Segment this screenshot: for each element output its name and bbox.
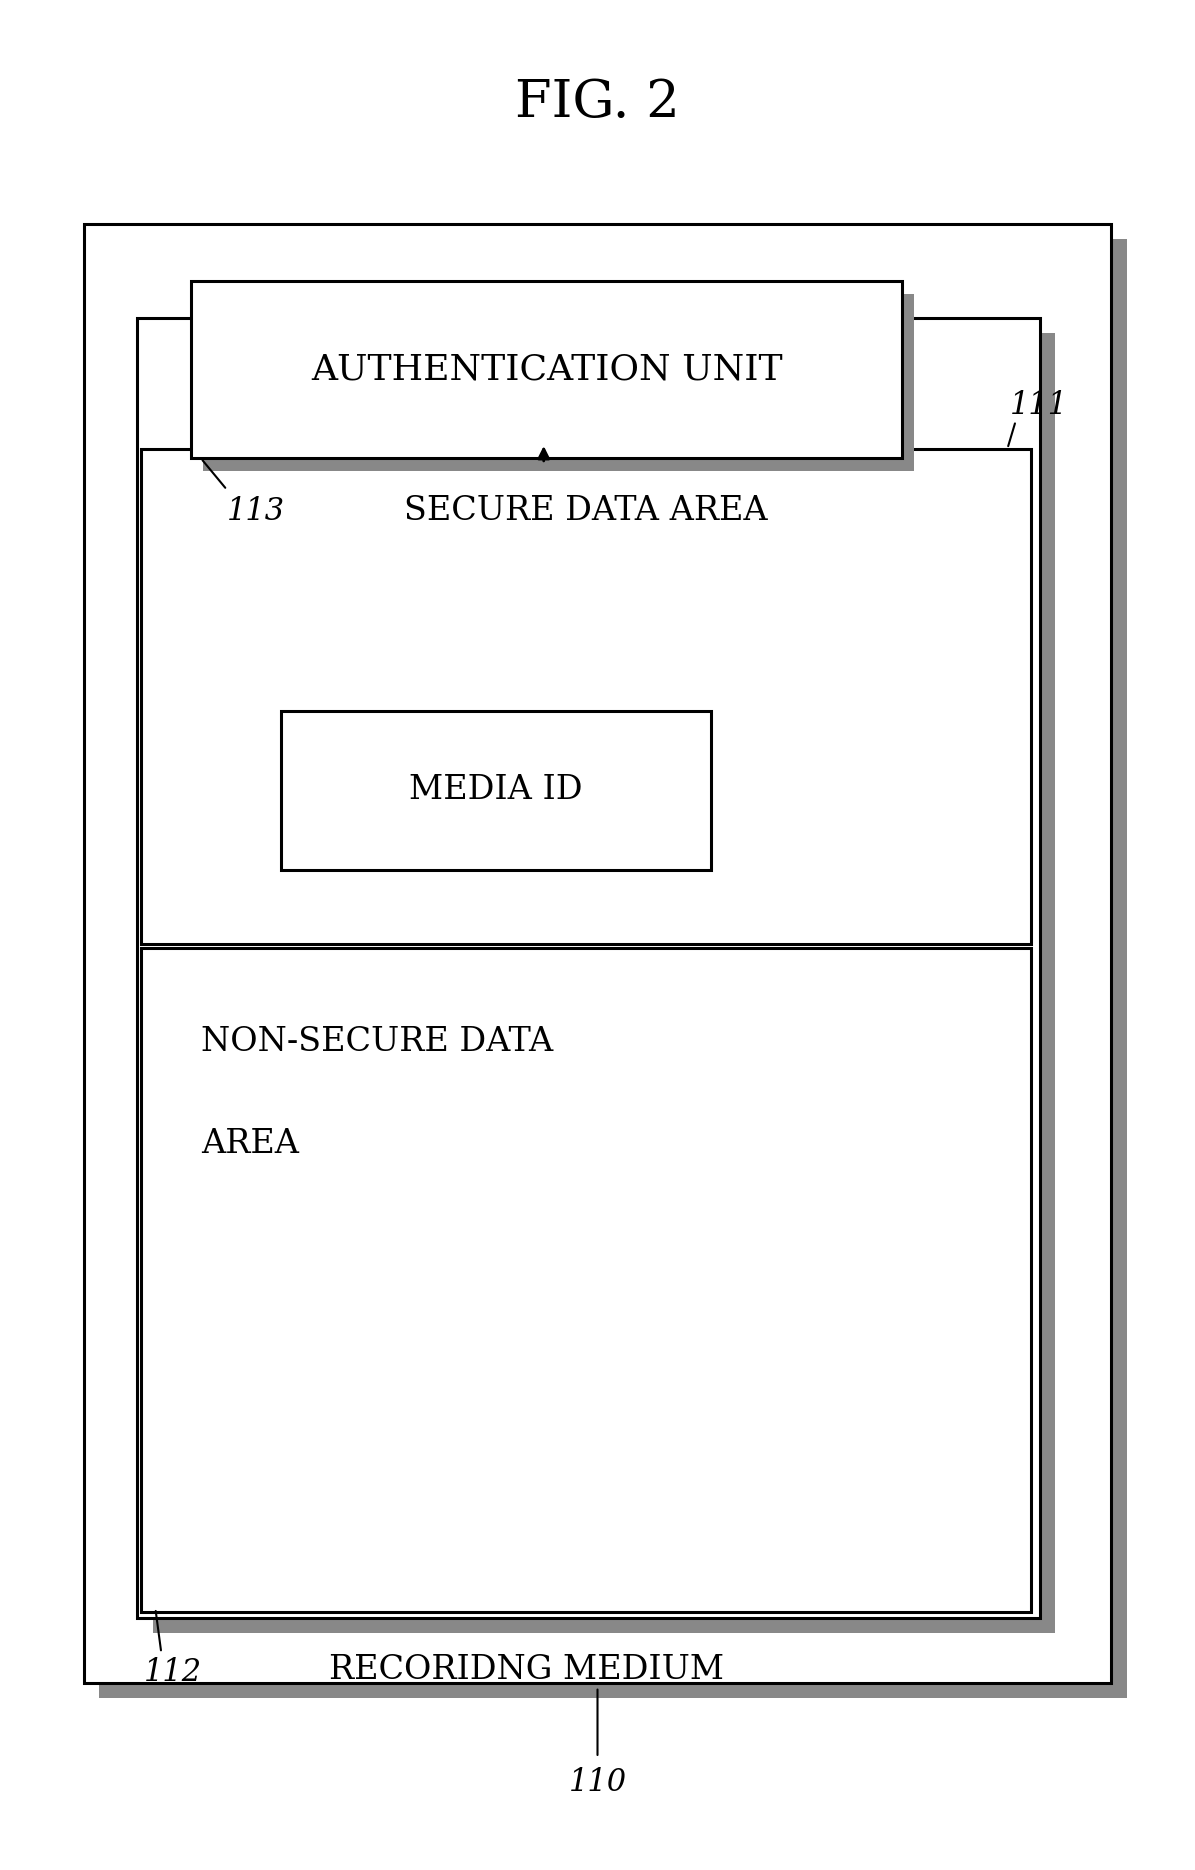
Bar (137, 318, 1040, 1618)
Text: 110: 110 (569, 1767, 626, 1799)
Text: 113: 113 (227, 496, 286, 527)
Bar (141, 449, 1031, 944)
Text: NON-SECURE DATA: NON-SECURE DATA (201, 1025, 553, 1058)
Text: AUTHENTICATION UNIT: AUTHENTICATION UNIT (311, 352, 783, 387)
Text: MEDIA ID: MEDIA ID (409, 774, 583, 806)
Text: RECORIDNG MEDIUM: RECORIDNG MEDIUM (329, 1653, 724, 1687)
Bar (281, 711, 711, 870)
Text: 112: 112 (143, 1657, 202, 1689)
Text: SECURE DATA AREA: SECURE DATA AREA (404, 494, 768, 527)
Bar (99, 239, 1127, 1698)
Bar (84, 224, 1111, 1683)
Text: FIG. 2: FIG. 2 (515, 77, 680, 129)
Text: AREA: AREA (201, 1128, 299, 1161)
Bar (191, 280, 902, 458)
Bar (203, 294, 914, 471)
Bar (153, 333, 1055, 1633)
Text: 111: 111 (1010, 389, 1068, 421)
Bar (141, 948, 1031, 1612)
